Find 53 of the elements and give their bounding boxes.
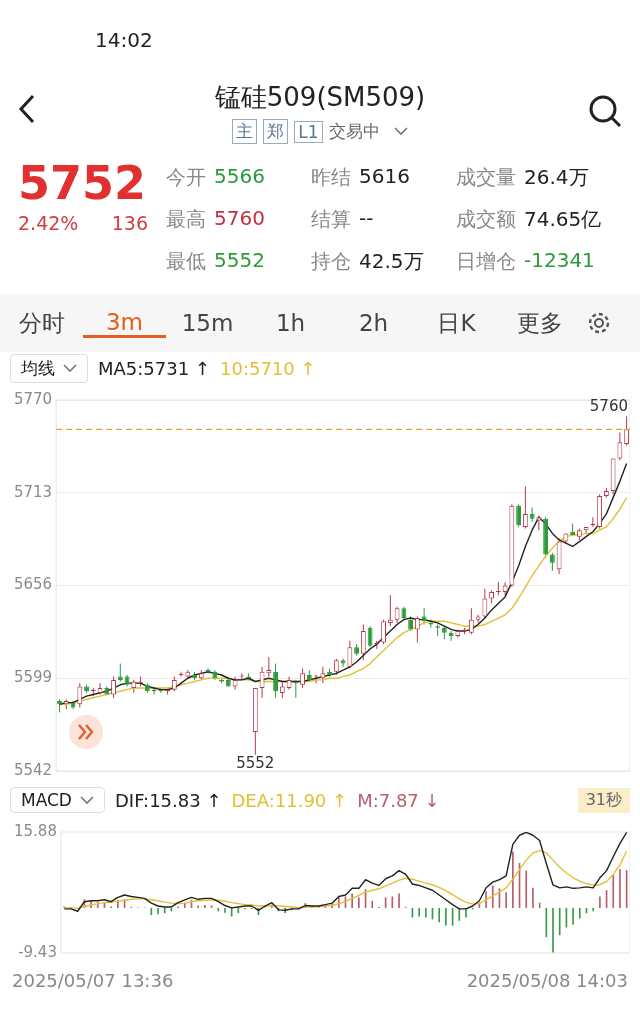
text: 均线 <box>21 356 55 380</box>
text: L1 <box>294 120 323 143</box>
text: 分时 <box>17 308 66 338</box>
text: 31秒 <box>577 787 630 813</box>
text: 14:02 <box>94 27 154 54</box>
text: 成交量 <box>456 163 516 191</box>
text: 2.42% <box>18 212 79 234</box>
text: 15m <box>180 310 235 336</box>
text: 主 <box>232 119 258 144</box>
y-tick-label: 5656 <box>13 575 53 594</box>
text: 郑 <box>263 119 289 144</box>
text: 日K <box>436 308 477 338</box>
y-tick-label: 5713 <box>13 482 53 501</box>
text: 3m <box>83 308 166 338</box>
text: 最高 <box>166 205 206 233</box>
text: 136 <box>111 212 148 234</box>
y-tick-label: 5599 <box>13 668 53 687</box>
y-tick-label: -9.43 <box>18 942 57 961</box>
text: -- <box>359 205 374 232</box>
text: 10:5710 ↑ <box>219 357 316 379</box>
text: MA5:5731 ↑ <box>98 357 210 379</box>
text: 2025/05/07 13:36 <box>12 970 174 991</box>
text: 5752 <box>18 156 148 212</box>
text: 74.65亿 <box>524 205 602 233</box>
text: 5760 <box>214 205 265 232</box>
text: 今开 <box>166 163 206 191</box>
text: 5552 <box>214 247 265 274</box>
text: 2025/05/08 14:03 <box>466 970 628 991</box>
annotation: 5552 <box>236 754 275 773</box>
text: 持仓 <box>311 247 351 275</box>
chart-title: 锰硅509(SM509) <box>213 81 427 114</box>
text: 昨结 <box>311 163 351 191</box>
annotation: 5760 <box>589 396 628 415</box>
text: 更多 <box>515 308 564 338</box>
text: DEA:11.90 ↑ <box>231 789 348 811</box>
text: 5566 <box>214 163 265 190</box>
text: 26.4万 <box>524 163 589 191</box>
text: 5616 <box>359 163 410 190</box>
y-tick-label: 5770 <box>13 389 53 408</box>
text: 1h <box>274 310 307 336</box>
text: 最低 <box>166 247 206 275</box>
text: M:7.87 ↓ <box>357 789 440 811</box>
text: -12341 <box>524 247 595 274</box>
text: 日增仓 <box>456 247 516 275</box>
y-tick-label: 15.88 <box>13 821 57 840</box>
text: 交易中 <box>328 120 380 143</box>
text: 42.5万 <box>359 247 424 275</box>
y-tick-label: 5542 <box>13 760 53 779</box>
text: 2h <box>357 310 390 336</box>
text: 成交额 <box>456 205 516 233</box>
text: 结算 <box>311 205 351 233</box>
chart-title: MACD <box>21 790 72 810</box>
text: DIF:15.83 ↑ <box>114 789 222 811</box>
